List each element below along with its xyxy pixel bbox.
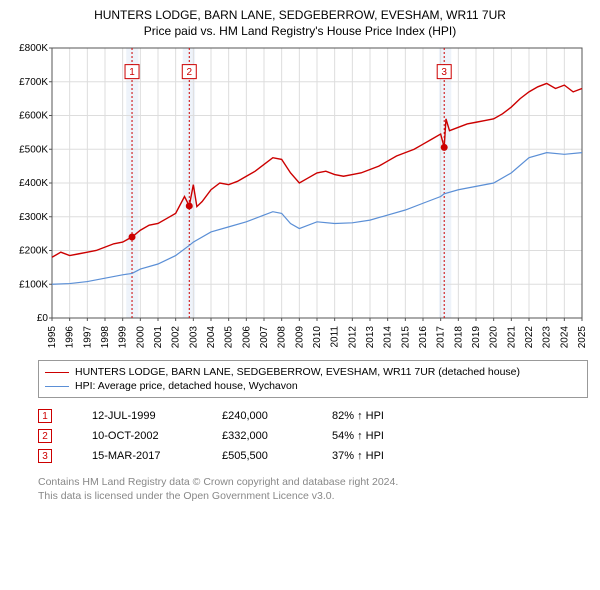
chart: £0 £100K £200K £300K £400K £500K £600K £700K £80… [10, 44, 590, 354]
svg-text:2004: 2004 [206, 326, 217, 349]
svg-text:2008: 2008 [277, 326, 288, 349]
datapoint-marker: 3 [38, 449, 52, 463]
chart-container: HUNTERS LODGE, BARN LANE, SEDGEBERROW, E… [0, 0, 600, 511]
svg-text:2011: 2011 [330, 326, 341, 348]
datapoint-price: £240,000 [222, 410, 292, 422]
svg-text:2020: 2020 [489, 326, 500, 349]
svg-text:£600K: £600K [19, 111, 48, 122]
datapoint-date: 10-OCT-2002 [92, 430, 182, 442]
svg-text:2007: 2007 [259, 326, 270, 349]
legend-swatch [45, 386, 69, 387]
svg-text:£300K: £300K [19, 212, 48, 223]
titles: HUNTERS LODGE, BARN LANE, SEDGEBERROW, E… [10, 8, 590, 38]
datapoint-row: 3 15-MAR-2017 £505,500 37% ↑ HPI [38, 446, 588, 466]
datapoint-row: 1 12-JUL-1999 £240,000 82% ↑ HPI [38, 406, 588, 426]
legend-label: HPI: Average price, detached house, Wych… [75, 380, 298, 392]
svg-text:2003: 2003 [188, 326, 199, 349]
datapoint-marker: 1 [38, 409, 52, 423]
svg-text:3: 3 [441, 67, 447, 78]
svg-text:2012: 2012 [347, 326, 358, 349]
title-sub: Price paid vs. HM Land Registry's House … [10, 24, 590, 38]
svg-text:1998: 1998 [100, 326, 111, 349]
svg-text:2010: 2010 [312, 326, 323, 349]
datapoint-num: 2 [42, 431, 48, 442]
svg-text:2: 2 [186, 67, 192, 78]
svg-text:£400K: £400K [19, 178, 48, 189]
svg-text:2019: 2019 [471, 326, 482, 349]
svg-text:2005: 2005 [224, 326, 235, 349]
svg-text:£0: £0 [37, 313, 49, 324]
svg-text:2022: 2022 [524, 326, 535, 349]
datapoint-date: 12-JUL-1999 [92, 410, 182, 422]
datapoint-delta: 54% ↑ HPI [332, 430, 384, 442]
datapoint-price: £332,000 [222, 430, 292, 442]
datapoint-delta: 82% ↑ HPI [332, 410, 384, 422]
svg-text:2016: 2016 [418, 326, 429, 349]
legend-item: HPI: Average price, detached house, Wych… [45, 379, 581, 393]
footer: Contains HM Land Registry data © Crown c… [38, 476, 588, 503]
svg-text:2013: 2013 [365, 326, 376, 349]
svg-text:1995: 1995 [47, 326, 58, 349]
svg-text:£200K: £200K [19, 246, 48, 257]
datapoint-delta: 37% ↑ HPI [332, 450, 384, 462]
datapoint-num: 3 [42, 451, 48, 462]
svg-text:£100K: £100K [19, 279, 48, 290]
svg-text:2015: 2015 [400, 326, 411, 349]
legend-label: HUNTERS LODGE, BARN LANE, SEDGEBERROW, E… [75, 366, 520, 378]
svg-text:2024: 2024 [559, 326, 570, 349]
datapoints-table: 1 12-JUL-1999 £240,000 82% ↑ HPI 2 10-OC… [38, 406, 588, 466]
footer-line: This data is licensed under the Open Gov… [38, 490, 588, 504]
svg-text:£500K: £500K [19, 144, 48, 155]
datapoint-date: 15-MAR-2017 [92, 450, 182, 462]
svg-text:1997: 1997 [82, 326, 93, 349]
svg-text:2002: 2002 [171, 326, 182, 349]
svg-text:1: 1 [129, 67, 135, 78]
legend-item: HUNTERS LODGE, BARN LANE, SEDGEBERROW, E… [45, 365, 581, 379]
svg-text:£700K: £700K [19, 77, 48, 88]
svg-text:2025: 2025 [577, 326, 588, 349]
footer-line: Contains HM Land Registry data © Crown c… [38, 476, 588, 490]
datapoint-marker: 2 [38, 429, 52, 443]
datapoint-price: £505,500 [222, 450, 292, 462]
svg-text:2017: 2017 [436, 326, 447, 349]
svg-text:2014: 2014 [383, 326, 394, 349]
svg-text:1999: 1999 [118, 326, 129, 349]
svg-text:1996: 1996 [65, 326, 76, 349]
svg-text:2009: 2009 [294, 326, 305, 349]
svg-text:2021: 2021 [506, 326, 517, 349]
svg-text:2006: 2006 [241, 326, 252, 349]
legend-swatch [45, 372, 69, 373]
svg-text:£800K: £800K [19, 44, 48, 54]
chart-svg: £0 £100K £200K £300K £400K £500K £600K £700K £80… [10, 44, 590, 354]
title-main: HUNTERS LODGE, BARN LANE, SEDGEBERROW, E… [10, 8, 590, 22]
datapoint-num: 1 [42, 411, 48, 422]
datapoint-row: 2 10-OCT-2002 £332,000 54% ↑ HPI [38, 426, 588, 446]
svg-text:2000: 2000 [135, 326, 146, 349]
legend: HUNTERS LODGE, BARN LANE, SEDGEBERROW, E… [38, 360, 588, 398]
svg-text:2023: 2023 [542, 326, 553, 349]
svg-text:2018: 2018 [453, 326, 464, 349]
svg-text:2001: 2001 [153, 326, 164, 349]
